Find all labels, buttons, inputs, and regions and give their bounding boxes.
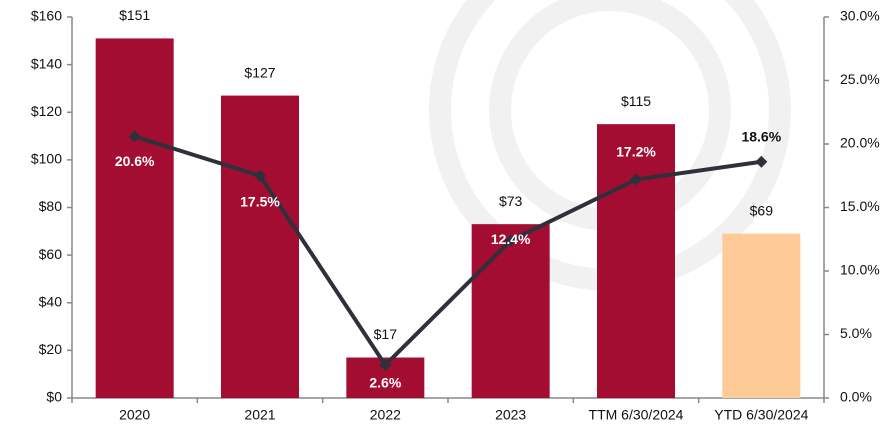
y-tick-label: $140 [31, 55, 62, 71]
bar-value-label: $151 [119, 7, 150, 23]
bar [221, 96, 299, 398]
x-tick-label: 2022 [370, 407, 401, 423]
y-tick-label: $120 [31, 103, 62, 119]
y-tick-label: $160 [31, 8, 62, 24]
line-value-label: 17.5% [240, 193, 280, 209]
y2-tick-label: 30.0% [840, 8, 880, 24]
bar [722, 234, 800, 398]
y-tick-label: $60 [39, 246, 63, 262]
bar-value-label: $69 [750, 202, 774, 218]
x-tick-label: 2021 [244, 407, 275, 423]
x-tick-label: 2023 [495, 407, 526, 423]
bar-value-label: $17 [374, 326, 398, 342]
bar-value-label: $73 [499, 193, 523, 209]
x-tick-label: YTD 6/30/2024 [714, 407, 808, 423]
line-value-label: 12.4% [491, 231, 531, 247]
bar [597, 124, 675, 398]
bar-value-label: $115 [621, 93, 651, 109]
y2-tick-label: 5.0% [840, 325, 872, 341]
x-tick-label: TTM 6/30/2024 [589, 407, 684, 423]
bar [96, 38, 174, 398]
line-value-label: 2.6% [369, 375, 401, 391]
y-tick-label: $20 [39, 341, 63, 357]
y2-tick-label: 20.0% [840, 135, 880, 151]
chart: $0 $20 $40 $60 $80 $100 $120 $140 $160 0.0% 5.0% 10… [0, 0, 894, 426]
x-tick-label: 2020 [119, 407, 150, 423]
y2-tick-label: 25.0% [840, 71, 880, 87]
line-value-label: 18.6% [741, 128, 781, 144]
y-tick-label: $80 [39, 198, 63, 214]
y2-tick-label: 10.0% [840, 262, 880, 278]
y-tick-label: $40 [39, 293, 63, 309]
bar-value-label: $127 [244, 64, 275, 80]
line-value-label: 20.6% [115, 153, 155, 169]
line-value-label: 17.2% [616, 143, 656, 159]
y2-tick-label: 0.0% [840, 389, 872, 405]
bar [472, 224, 550, 398]
y-tick-label: $0 [46, 389, 62, 405]
y-tick-label: $100 [31, 151, 62, 167]
y2-tick-label: 15.0% [840, 198, 880, 214]
